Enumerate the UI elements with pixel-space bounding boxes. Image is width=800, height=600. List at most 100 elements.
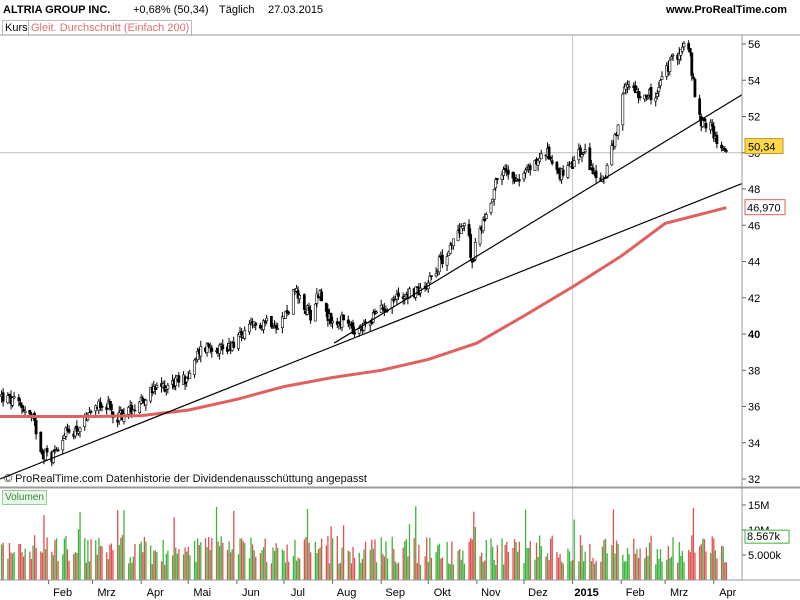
candle-body bbox=[205, 343, 209, 353]
volume-bar bbox=[567, 548, 569, 580]
candle-body bbox=[484, 214, 488, 219]
volume-bar bbox=[724, 562, 726, 580]
candle-body bbox=[127, 407, 131, 415]
candle-body bbox=[78, 427, 82, 433]
volume-bar bbox=[330, 526, 332, 580]
volume-bar bbox=[484, 560, 486, 580]
volume-bar bbox=[98, 537, 100, 580]
candle-body bbox=[720, 144, 724, 149]
volume-bar bbox=[99, 545, 102, 580]
volume-bar bbox=[347, 550, 349, 580]
volume-bar bbox=[557, 557, 560, 580]
volume-legend[interactable]: Volumen bbox=[2, 490, 47, 505]
x-tick-label: Apr bbox=[147, 587, 164, 599]
x-tick-label: Jul bbox=[291, 587, 305, 599]
candle-body bbox=[472, 259, 476, 262]
volume-bar bbox=[507, 551, 509, 580]
volume-bar bbox=[7, 558, 9, 580]
volume-bar bbox=[639, 548, 641, 580]
candle-body bbox=[514, 178, 518, 181]
last-volume-badge bbox=[744, 529, 790, 544]
volume-bar bbox=[131, 562, 133, 580]
ma-legend[interactable]: Gleit. Durchschnitt (Einfach 200) bbox=[28, 20, 193, 36]
volume-bar bbox=[513, 539, 516, 580]
volume-bar bbox=[46, 537, 48, 580]
candle-body bbox=[28, 409, 32, 415]
volume-bar bbox=[79, 512, 81, 580]
volume-bar bbox=[262, 547, 265, 580]
volume-bar bbox=[33, 535, 36, 580]
volume-bar bbox=[211, 538, 213, 580]
candle-body bbox=[492, 189, 496, 200]
volume-bar bbox=[501, 538, 503, 580]
y-tick-label: 42 bbox=[748, 293, 760, 305]
candle-body bbox=[298, 295, 302, 299]
candle-body bbox=[17, 397, 21, 402]
volume-bar bbox=[54, 540, 56, 580]
candle-body bbox=[489, 202, 493, 213]
x-tick-label: Dez bbox=[528, 587, 548, 599]
price-legend[interactable]: Kurs bbox=[2, 20, 31, 36]
volume-bar bbox=[571, 559, 574, 580]
volume-bar bbox=[369, 549, 371, 580]
x-tick-label: Okt bbox=[434, 587, 451, 599]
volume-bar bbox=[424, 556, 426, 580]
volume-bar bbox=[539, 535, 541, 580]
volume-bar bbox=[568, 551, 571, 580]
candle-body bbox=[495, 178, 499, 180]
volume-bar bbox=[244, 542, 246, 580]
y-tick-label: 52 bbox=[748, 112, 760, 124]
volume-bar bbox=[396, 563, 398, 580]
volume-bar bbox=[220, 536, 222, 580]
volume-bar bbox=[548, 560, 550, 580]
volume-bar bbox=[666, 559, 668, 580]
candle-body bbox=[133, 409, 137, 412]
candle-body bbox=[237, 334, 240, 349]
x-tick-label: Aug bbox=[337, 587, 357, 599]
volume-bar bbox=[408, 524, 411, 580]
volume-bar bbox=[281, 549, 284, 580]
volume-bar bbox=[193, 540, 196, 580]
y-tick-label: 44 bbox=[748, 257, 760, 269]
candle-body bbox=[243, 330, 247, 339]
candle-body bbox=[469, 233, 473, 258]
candle-body bbox=[320, 291, 323, 302]
volume-bar bbox=[319, 547, 321, 580]
volume-bar bbox=[647, 555, 649, 580]
candle-body bbox=[269, 316, 273, 328]
volume-bar bbox=[504, 545, 506, 580]
volume-bar bbox=[316, 553, 318, 580]
ma200-line bbox=[0, 206, 727, 418]
candle-body bbox=[691, 76, 695, 79]
candle-body bbox=[375, 311, 378, 314]
volume-bar bbox=[441, 557, 444, 580]
candle-body bbox=[232, 341, 236, 348]
volume-bar bbox=[683, 561, 685, 580]
volume-bar bbox=[584, 551, 586, 580]
site-label[interactable]: www.ProRealTime.com bbox=[666, 4, 788, 16]
candle-body bbox=[56, 449, 60, 452]
volume-bar bbox=[65, 535, 67, 580]
volume-bar bbox=[140, 541, 142, 580]
volume-bar bbox=[440, 558, 442, 580]
volume-bar bbox=[413, 537, 415, 580]
volume-bar bbox=[418, 544, 420, 580]
volume-bar bbox=[700, 544, 702, 580]
volume-bar bbox=[57, 561, 59, 580]
volume-bar bbox=[184, 547, 186, 580]
volume-bar bbox=[535, 542, 538, 580]
volume-bar bbox=[52, 555, 55, 580]
volume-bar bbox=[118, 544, 120, 580]
candle-body bbox=[549, 157, 553, 159]
volume-bar bbox=[305, 536, 307, 580]
volume-bar bbox=[217, 541, 219, 580]
volume-bar bbox=[430, 557, 433, 580]
volume-bar bbox=[55, 538, 58, 580]
volume-bar bbox=[363, 549, 365, 580]
volume-bar bbox=[495, 564, 497, 580]
candle-body bbox=[538, 157, 542, 162]
volume-bar bbox=[636, 549, 638, 580]
candle-body bbox=[342, 314, 345, 321]
candle-body bbox=[199, 346, 203, 357]
